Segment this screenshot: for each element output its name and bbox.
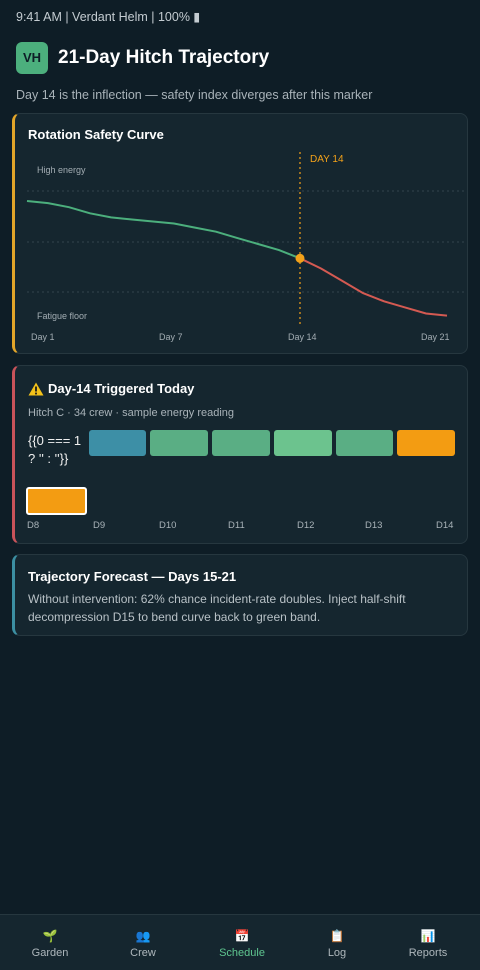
- day-label: D13: [365, 520, 383, 531]
- nav-item-log[interactable]: 📋 Log: [297, 929, 377, 959]
- day-label: D14: [436, 520, 454, 531]
- page-subtitle: Day 14 is the inflection — safety index …: [16, 88, 373, 102]
- x-tick-label: Day 14: [288, 332, 317, 342]
- nav-label: Garden: [31, 947, 69, 959]
- forecast-card: Trajectory Forecast — Days 15-21 Without…: [12, 554, 468, 636]
- calendar-icon: 📅: [234, 929, 250, 943]
- nav-item-reports[interactable]: 📊 Reports: [388, 929, 468, 959]
- x-tick-label: Day 21: [421, 332, 450, 342]
- nav-label: Log: [327, 947, 347, 959]
- energy-block-d9[interactable]: [150, 430, 208, 456]
- day-label: D11: [228, 520, 245, 531]
- day-label: D9: [93, 520, 106, 531]
- chart-top-label: High energy: [37, 165, 86, 175]
- nav-item-crew[interactable]: 👥 Crew: [103, 929, 183, 959]
- nav-label: Crew: [130, 947, 156, 959]
- nav-label: Schedule: [219, 947, 265, 959]
- nav-item-garden[interactable]: 🌱 Garden: [10, 929, 90, 959]
- energy-block-d8[interactable]: [89, 430, 146, 456]
- energy-block-d12[interactable]: [336, 430, 393, 456]
- rotation-safety-card: Rotation Safety Curve High energy Fatigu…: [12, 113, 468, 354]
- status-bar: 9:41 AM | Verdant Helm | 100% ▮: [16, 10, 201, 24]
- avatar[interactable]: VH: [16, 41, 48, 74]
- trigger-title-text: Day-14 Triggered Today: [48, 381, 195, 396]
- chart-bottom-label: Fatigue floor: [37, 311, 88, 321]
- energy-block-d10[interactable]: [212, 430, 270, 456]
- forecast-title: Trajectory Forecast — Days 15-21: [28, 569, 237, 584]
- trigger-meta: Hitch C · 34 crew · sample energy readin…: [28, 407, 235, 419]
- curve-line-after-marker: [299, 257, 448, 317]
- x-tick-label: Day 7: [159, 332, 183, 342]
- bar-chart-icon: 📊: [420, 929, 436, 943]
- safety-curve-chart: [26, 152, 467, 326]
- energy-block-d13[interactable]: [397, 430, 455, 456]
- day14-point[interactable]: [295, 253, 305, 263]
- curve-line-before-marker: [26, 200, 301, 260]
- card-title: Rotation Safety Curve: [28, 127, 164, 142]
- warning-icon: [28, 382, 44, 395]
- sprout-icon: 🌱: [42, 929, 58, 943]
- forecast-body: Without intervention: 62% chance inciden…: [28, 592, 406, 624]
- trigger-title: Day-14 Triggered Today: [28, 381, 194, 396]
- clipboard-icon: 📋: [329, 929, 345, 943]
- day14-marker-label: DAY 14: [310, 154, 344, 165]
- day14-trigger-card: Day-14 Triggered Today Hitch C · 34 crew…: [12, 365, 468, 544]
- nav-label: Reports: [408, 947, 448, 959]
- crew-icon: 👥: [135, 929, 151, 943]
- energy-block-d11[interactable]: [274, 430, 332, 456]
- page-title: 21-Day Hitch Trajectory: [58, 46, 270, 68]
- day-label: D8: [27, 520, 40, 531]
- day-label: D12: [297, 520, 315, 531]
- template-placeholder-text: {{0 === 1 ? '' : ''}}: [28, 433, 82, 466]
- app-header: VH 21-Day Hitch Trajectory: [16, 41, 269, 74]
- energy-block-d14[interactable]: [26, 487, 87, 515]
- bottom-nav: 🌱 Garden 👥 Crew 📅 Schedule 📋 Log 📊 Repor…: [0, 914, 480, 970]
- nav-item-schedule[interactable]: 📅 Schedule: [202, 929, 282, 959]
- x-tick-label: Day 1: [31, 332, 55, 342]
- day-label: D10: [159, 520, 177, 531]
